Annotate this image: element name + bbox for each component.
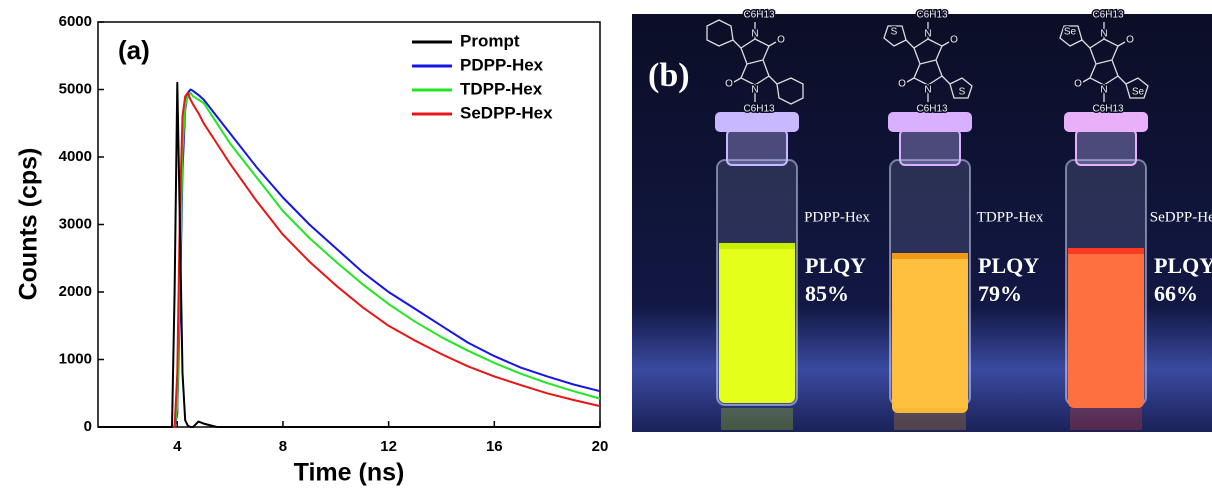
panel-b: (b) PDPP-Hex PLQY 85% C6H13 N O O N C6H13 TDPP-He…	[632, 10, 1212, 432]
x-tick-label: 20	[592, 438, 609, 455]
atom-label: O	[1074, 79, 1082, 90]
panel-label: (b)	[648, 57, 690, 94]
metric-label: PLQY	[978, 253, 1039, 278]
x-axis-label: Time (ns)	[294, 459, 405, 487]
metric-value: 79%	[978, 281, 1022, 306]
vial-liquid-glow	[892, 253, 968, 259]
vial-liquid	[892, 253, 968, 413]
atom-label: O	[725, 79, 733, 90]
vial-reflection	[1070, 408, 1142, 430]
panel-label: (a)	[118, 35, 150, 65]
x-tick-label: 8	[279, 438, 287, 455]
vial-liquid-glow	[1068, 248, 1144, 254]
x-tick-label: 4	[173, 438, 182, 455]
sample-name: SeDPP-Hex	[1150, 209, 1212, 225]
atom-label: C6H13	[916, 104, 948, 115]
atom-label: Se	[1064, 27, 1077, 38]
y-tick-label: 4000	[59, 148, 92, 165]
metric-value: 66%	[1154, 281, 1198, 306]
atom-label: C6H13	[916, 10, 948, 21]
sample-name: TDPP-Hex	[977, 209, 1044, 225]
y-tick-label: 3000	[59, 215, 92, 232]
vial-liquid-glow	[719, 243, 795, 249]
vial-liquid	[719, 243, 795, 403]
y-tick-label: 2000	[59, 283, 92, 300]
metric-label: PLQY	[805, 253, 866, 278]
atom-label: S	[959, 87, 966, 98]
legend-label: Prompt	[460, 31, 520, 50]
atom-label: N	[1100, 85, 1107, 96]
y-tick-label: 0	[84, 418, 92, 435]
sample-name: PDPP-Hex	[804, 209, 870, 225]
vial-cap	[888, 112, 972, 132]
y-tick-label: 1000	[59, 350, 92, 367]
atom-label: N	[751, 85, 758, 96]
atom-label: C6H13	[1092, 10, 1124, 21]
vial-reflection	[721, 408, 793, 430]
legend-label: TDPP-Hex	[460, 79, 543, 98]
atom-label: C6H13	[743, 10, 775, 21]
panel-a: (a) Time (ns) Counts (cps) 0 1000 2000 3000…	[15, 13, 609, 487]
y-axis-label: Counts (cps)	[15, 148, 43, 301]
atom-label: O	[950, 35, 958, 46]
x-tick-label: 12	[380, 438, 397, 455]
y-tick-label: 5000	[59, 80, 92, 97]
vial-neck	[727, 130, 787, 165]
atom-label: O	[1126, 35, 1134, 46]
atom-label: N	[751, 29, 758, 40]
vial-liquid	[1068, 248, 1144, 408]
atom-label: N	[924, 29, 931, 40]
atom-label: C6H13	[1092, 104, 1124, 115]
metric-label: PLQY	[1154, 253, 1212, 278]
atom-label: C6H13	[743, 104, 775, 115]
vial-cap	[1064, 112, 1148, 132]
legend-label: PDPP-Hex	[460, 55, 544, 74]
figure: (a) Time (ns) Counts (cps) 0 1000 2000 3000…	[0, 0, 1212, 493]
vial-neck	[900, 130, 960, 165]
atom-label: Se	[1132, 87, 1145, 98]
vial-reflection	[894, 408, 966, 430]
atom-label: N	[1100, 29, 1107, 40]
x-tick-label: 16	[486, 438, 503, 455]
y-tick-label: 6000	[59, 13, 92, 30]
metric-value: 85%	[805, 281, 849, 306]
atom-label: O	[898, 79, 906, 90]
atom-label: O	[777, 35, 785, 46]
vial-cap	[715, 112, 799, 132]
legend-label: SeDPP-Hex	[460, 103, 553, 122]
atom-label: N	[924, 85, 931, 96]
vial-neck	[1076, 130, 1136, 165]
atom-label: S	[891, 27, 898, 38]
